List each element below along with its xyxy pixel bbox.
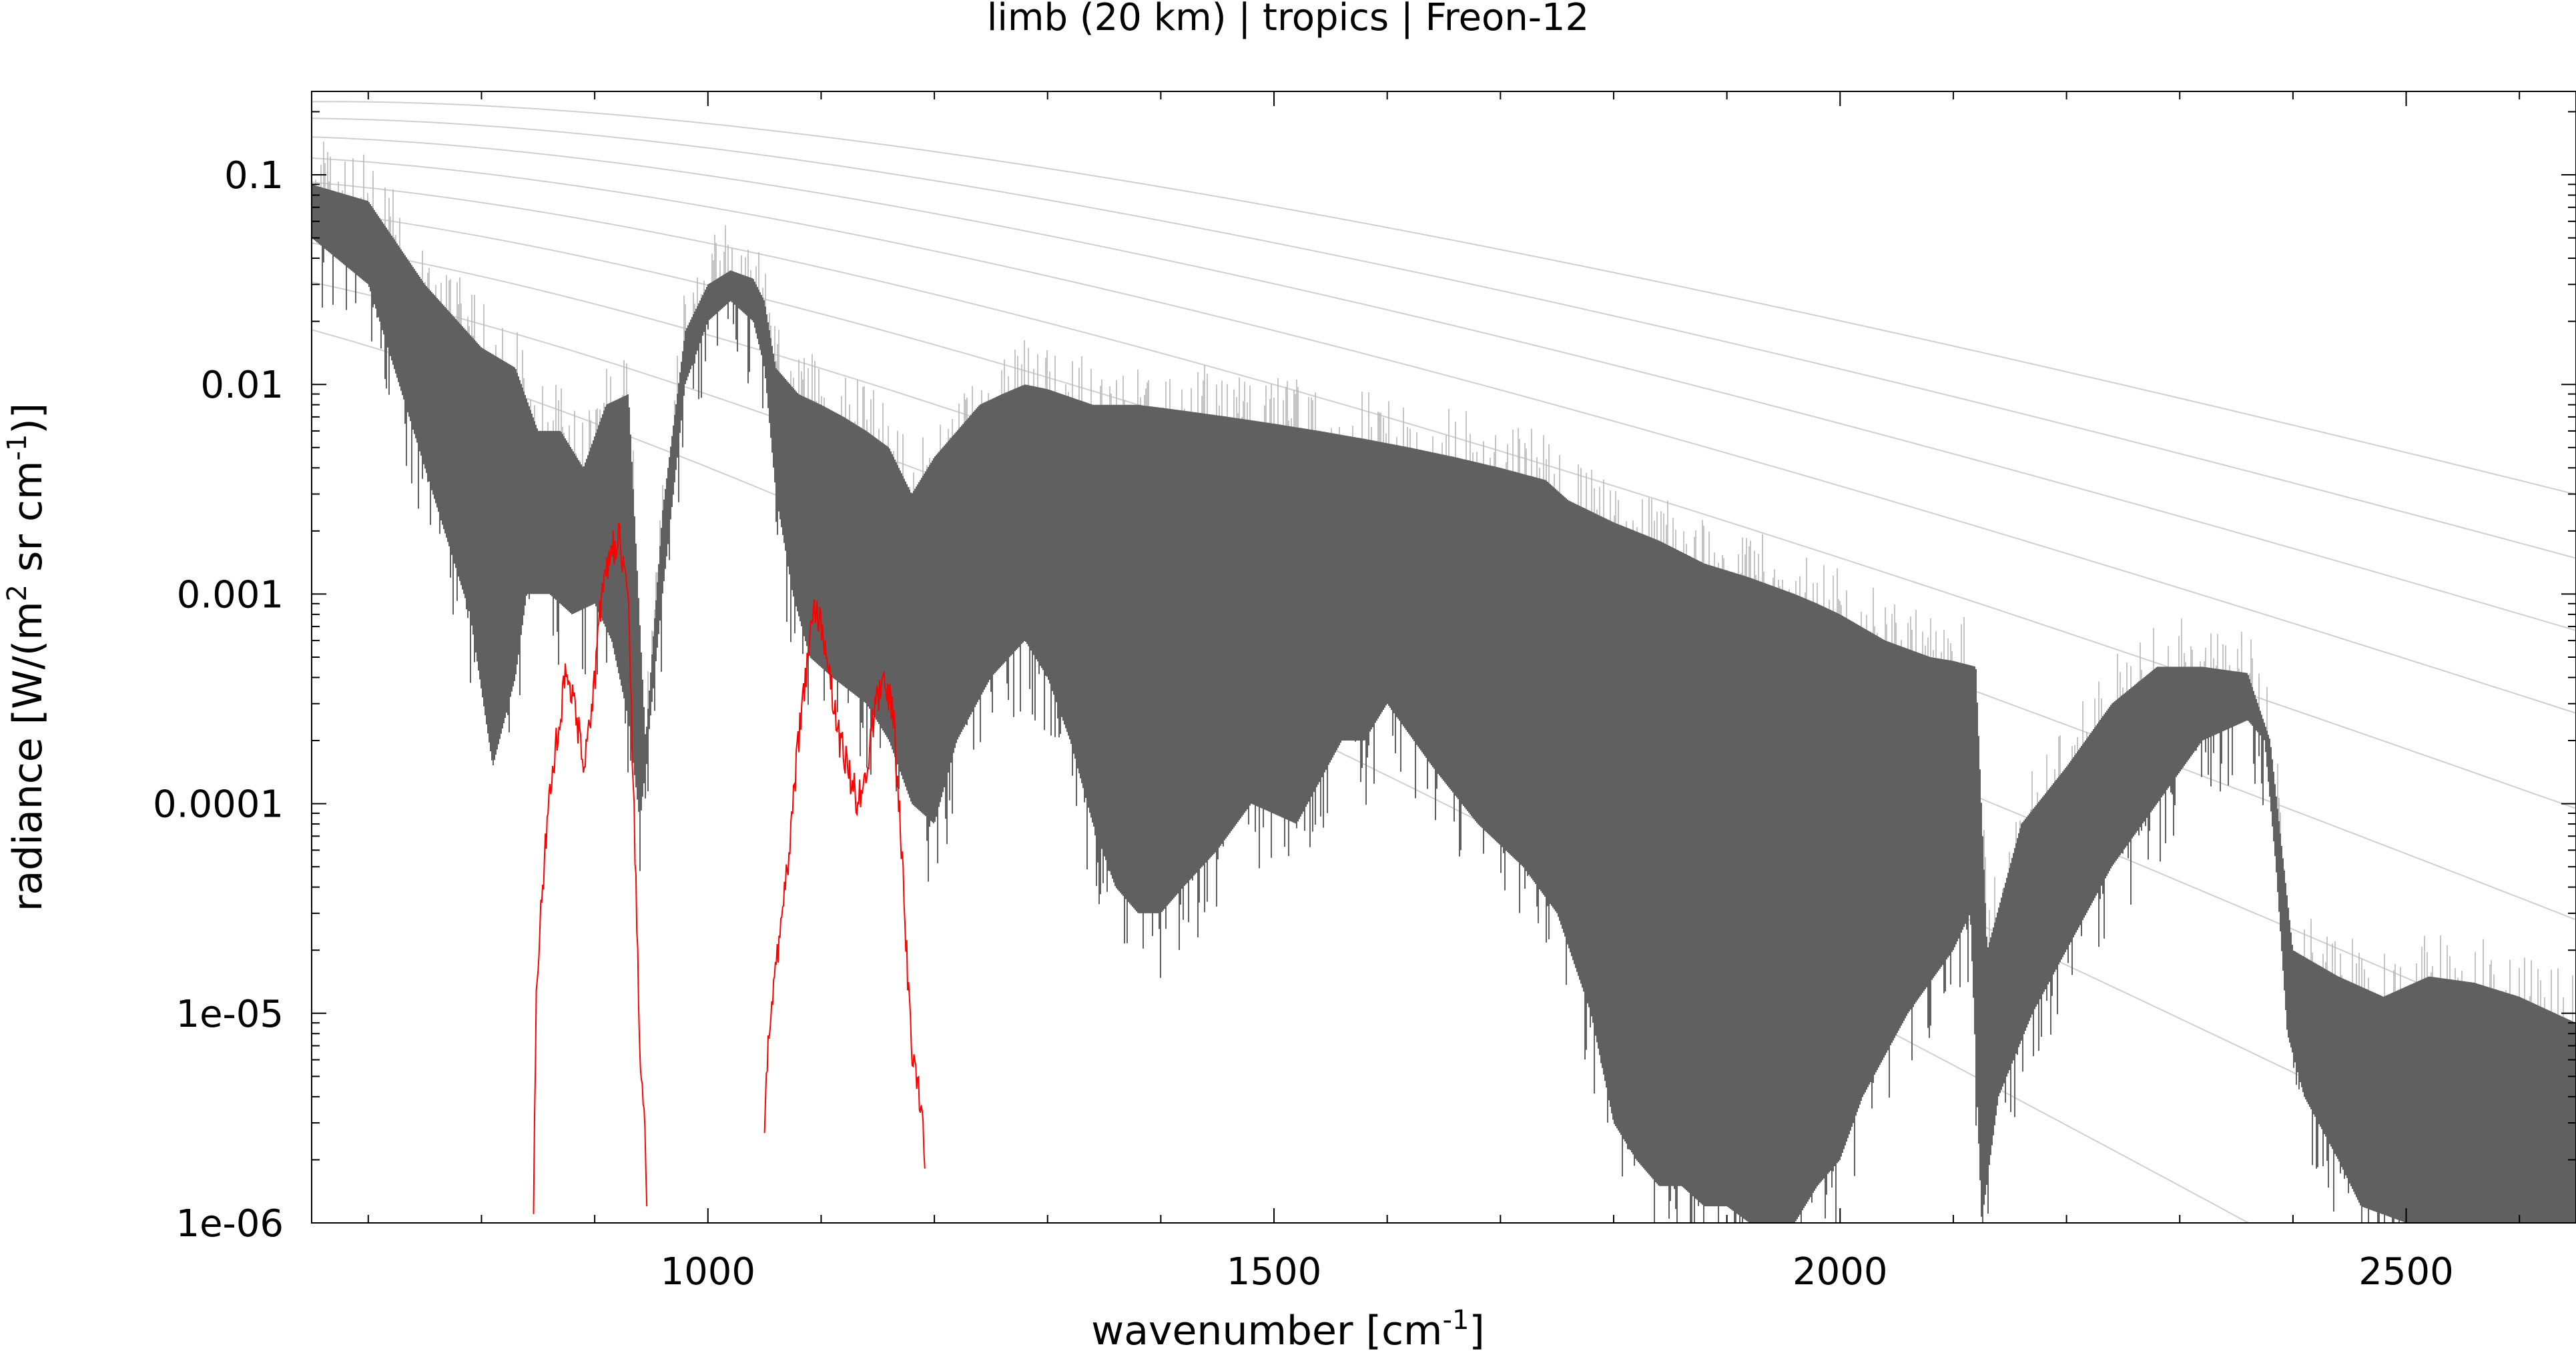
spectrum-band bbox=[312, 141, 2576, 1223]
y-tick-label: 0.0001 bbox=[153, 783, 284, 827]
x-axis-title: wavenumber [cm-1] bbox=[1091, 1305, 1485, 1354]
planck-curve bbox=[312, 136, 2576, 631]
target-gas-layer bbox=[533, 522, 926, 1214]
x-tick-label: 2500 bbox=[2358, 1250, 2454, 1294]
planck-curve bbox=[312, 329, 2250, 1223]
y-tick-label: 0.01 bbox=[200, 364, 284, 407]
y-tick-label: 1e-06 bbox=[176, 1202, 284, 1246]
target-gas-series-segment bbox=[763, 599, 926, 1169]
chart-title: limb (20 km) | tropics | Freon-12 bbox=[987, 0, 1589, 39]
target-gas-series-segment bbox=[533, 522, 648, 1214]
spectrum-band-total bbox=[312, 184, 2576, 1223]
planck-curve bbox=[312, 157, 2576, 714]
x-tick-label: 2000 bbox=[1793, 1250, 1888, 1294]
planck-curve bbox=[312, 117, 2576, 559]
y-axis: 0.1 0.01 0.001 0.0001 1e-05 1e-06 bbox=[153, 111, 2576, 1246]
y-axis-title: radiance [W/(m2 sr cm-1)] bbox=[2, 403, 51, 911]
planck-curve bbox=[312, 101, 2576, 495]
y-tick-label: 0.001 bbox=[177, 573, 284, 616]
x-tick-label: 1500 bbox=[1227, 1250, 1322, 1294]
y-tick-label: 0.1 bbox=[224, 154, 284, 197]
spectrum-upper-spikes bbox=[315, 141, 2573, 1021]
x-tick-label: 1000 bbox=[661, 1250, 756, 1294]
x-axis: 1000 1500 2000 2500 bbox=[367, 91, 2521, 1294]
y-tick-label: 1e-05 bbox=[176, 993, 284, 1036]
